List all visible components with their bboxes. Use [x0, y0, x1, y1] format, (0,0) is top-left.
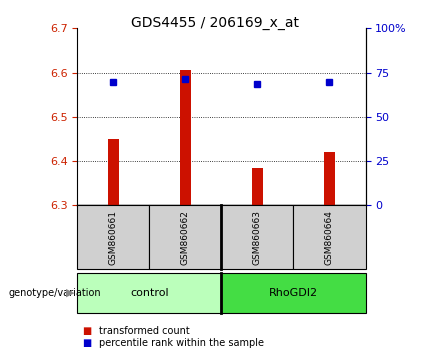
Text: ■: ■ — [82, 326, 91, 336]
Text: percentile rank within the sample: percentile rank within the sample — [99, 338, 264, 348]
Bar — [252, 168, 263, 205]
Bar — [150, 205, 221, 269]
Text: GSM860662: GSM860662 — [181, 210, 190, 265]
Text: RhoGDI2: RhoGDI2 — [269, 288, 318, 298]
Bar — [324, 152, 335, 205]
Text: GDS4455 / 206169_x_at: GDS4455 / 206169_x_at — [131, 16, 299, 30]
Bar — [293, 205, 366, 269]
Text: ■: ■ — [82, 338, 91, 348]
Bar — [108, 139, 119, 205]
Bar — [180, 70, 191, 205]
Text: ▶: ▶ — [66, 288, 74, 298]
Bar — [77, 205, 150, 269]
Text: GSM860663: GSM860663 — [253, 210, 262, 265]
Bar — [221, 273, 366, 313]
Text: GSM860661: GSM860661 — [109, 210, 118, 265]
Text: control: control — [130, 288, 169, 298]
Bar — [221, 205, 294, 269]
Text: transformed count: transformed count — [99, 326, 190, 336]
Bar — [77, 273, 221, 313]
Text: GSM860664: GSM860664 — [325, 210, 334, 265]
Text: genotype/variation: genotype/variation — [9, 288, 101, 298]
